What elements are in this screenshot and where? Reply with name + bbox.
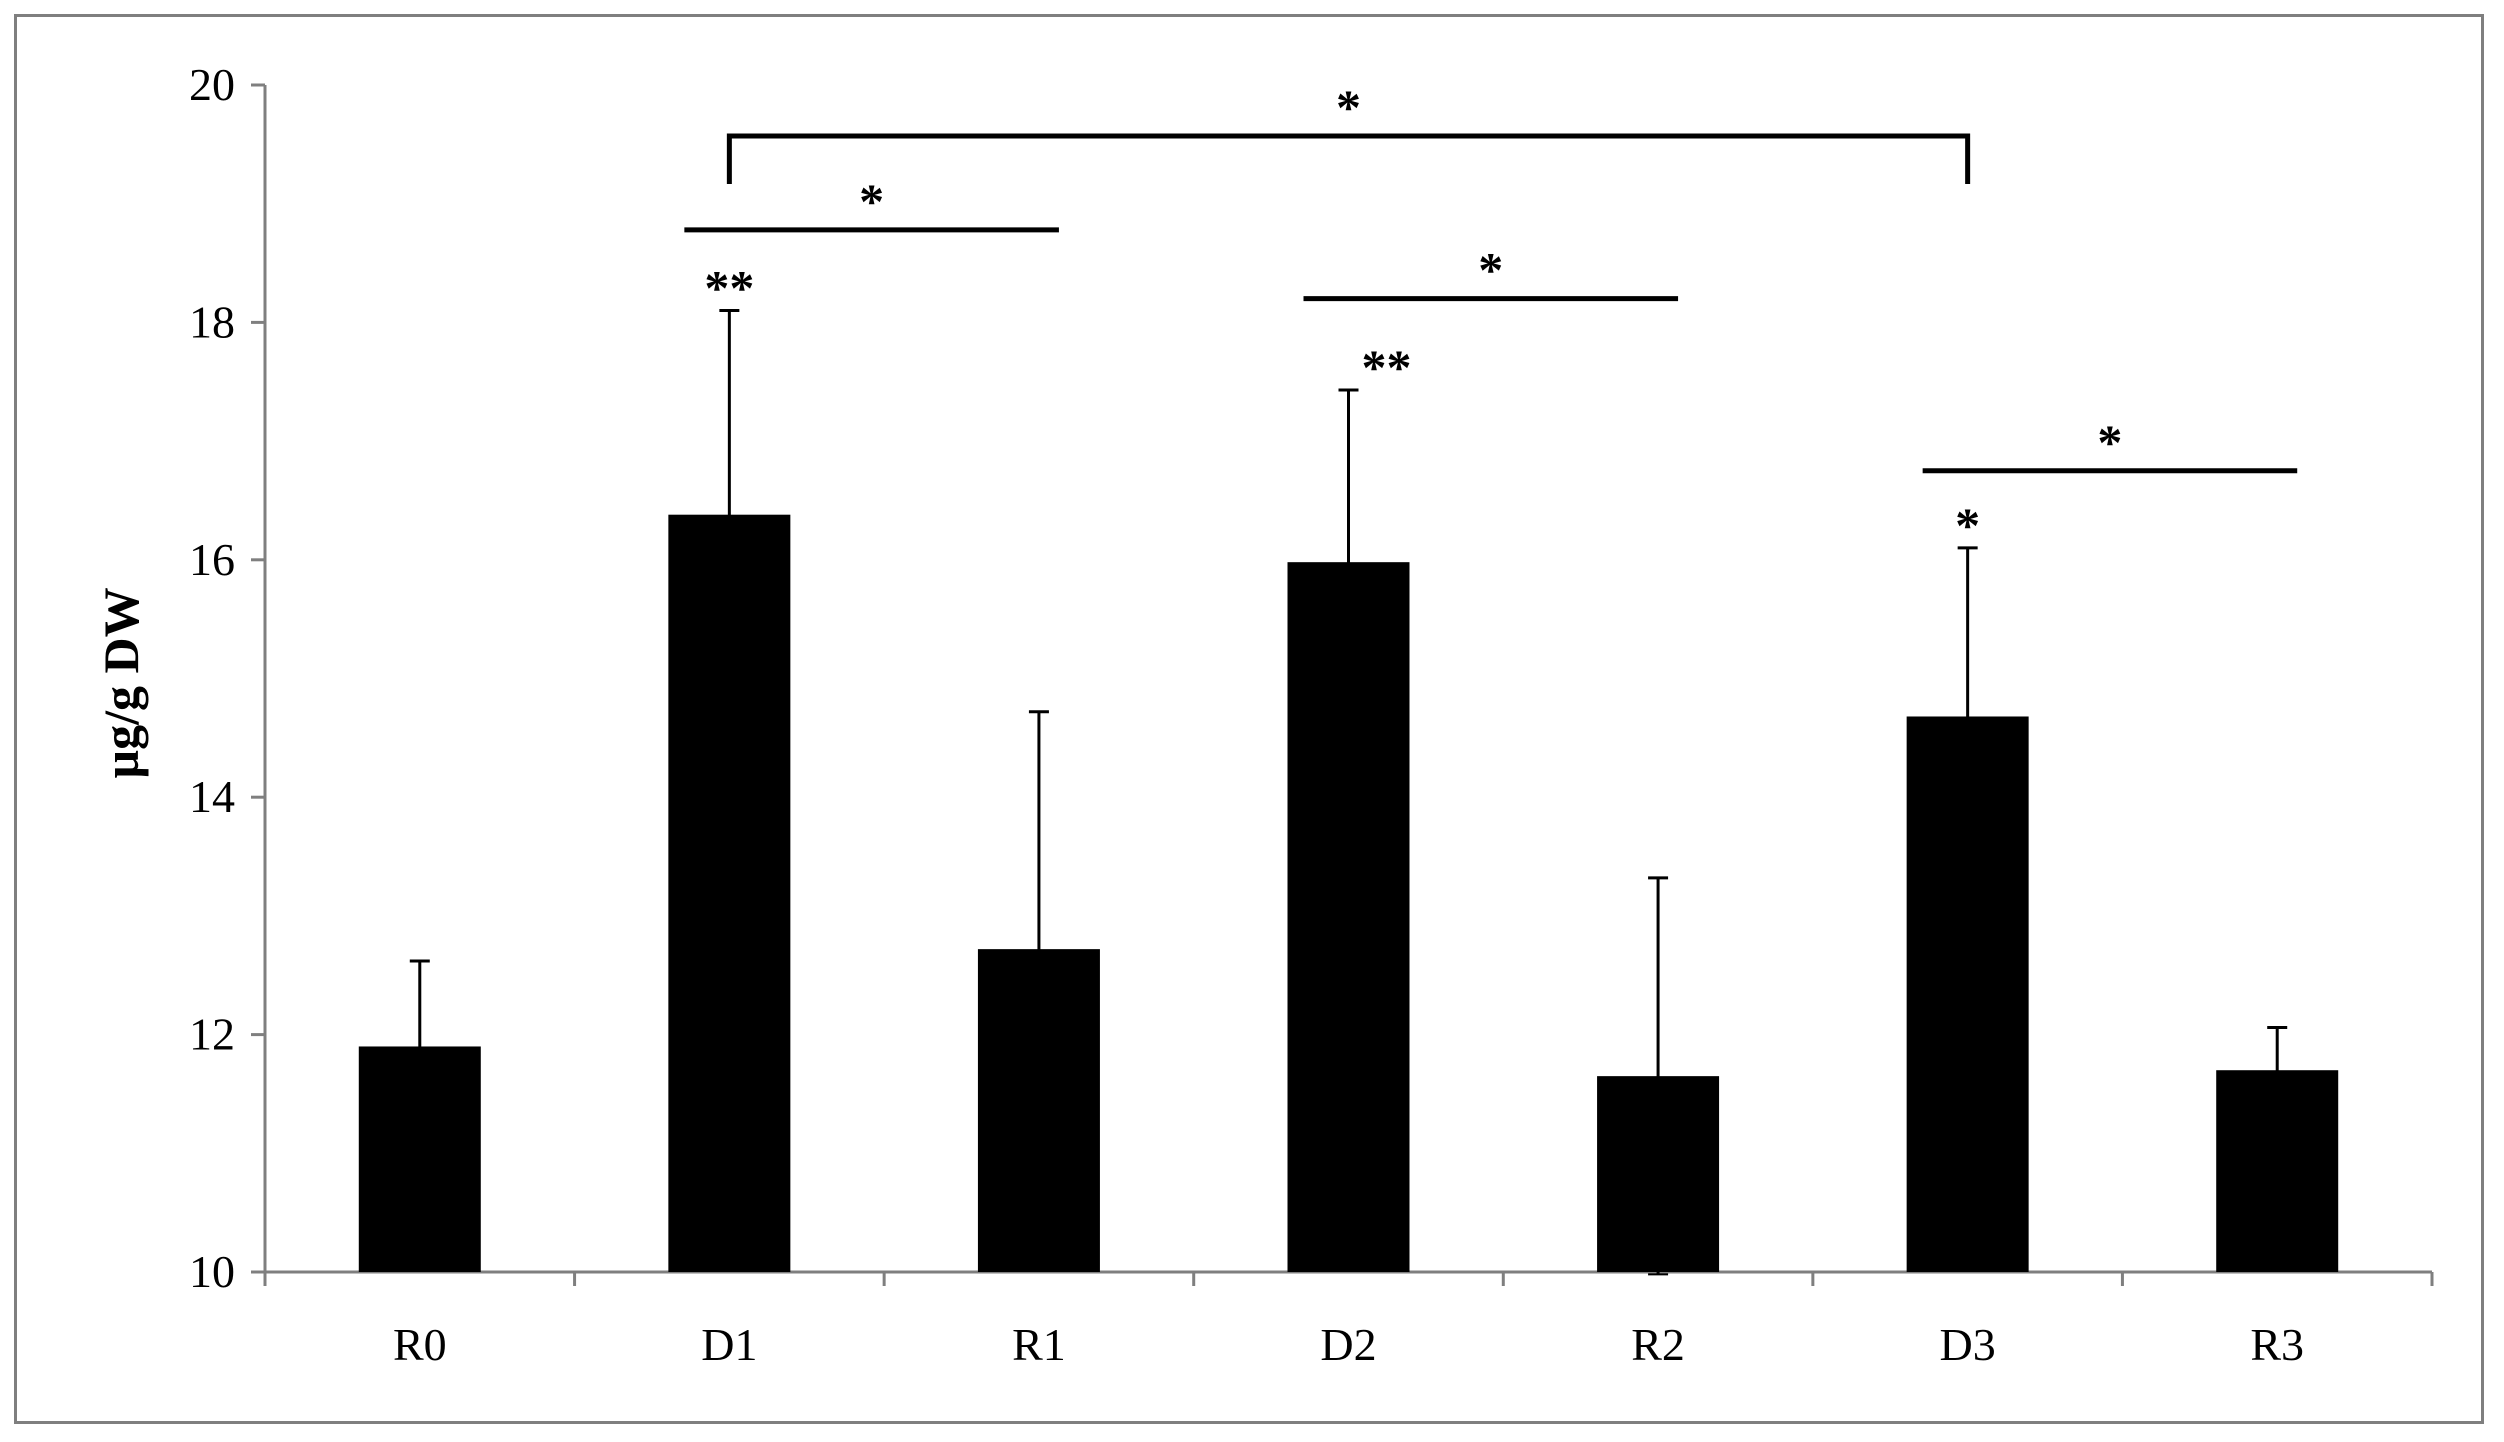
comparison-label: * [859,173,884,229]
significance-annotations: ********* [684,79,2298,553]
comparison-bracket [726,133,1971,185]
y-tick-label: 10 [189,1246,235,1297]
x-tick-label: R1 [1012,1319,1066,1370]
comparison-label: * [2097,414,2122,470]
significance-label: ** [1362,339,1412,395]
x-tick-label: R0 [393,1319,447,1370]
y-tick-label: 18 [189,296,235,347]
x-tick-label: R3 [2250,1319,2304,1370]
comparison-label: * [1336,79,1361,135]
comparison-label: * [1478,242,1503,298]
x-tick-label: D3 [1940,1319,1996,1370]
y-tick-label: 12 [189,1009,235,1060]
y-tick-label: 16 [189,534,235,585]
significance-label: ** [704,260,754,316]
axes: 10 12 14 16 18 20 R0 D1 R1 D2 R2 D3 R3 [189,59,2434,1370]
x-tick-label: R2 [1631,1319,1685,1370]
y-tick-label: 14 [189,771,235,822]
bars [358,514,2339,1272]
error-bars [409,309,2288,1276]
y-axis-title: µg/g DW [93,587,149,778]
y-tick-label: 20 [189,59,235,110]
x-tick-label: D1 [701,1319,757,1370]
x-tick-label: D2 [1320,1319,1376,1370]
significance-label: * [1955,497,1980,553]
